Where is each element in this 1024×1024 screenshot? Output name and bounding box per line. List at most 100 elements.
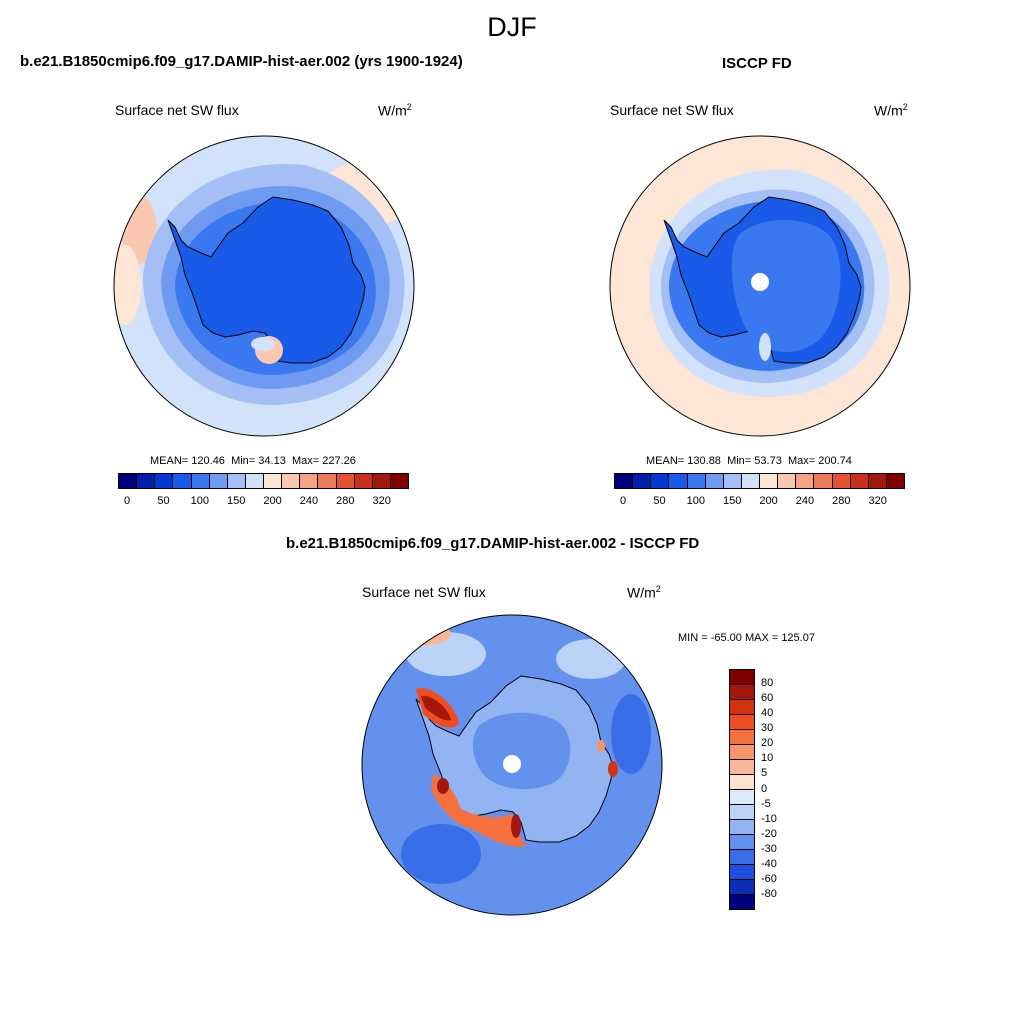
colorbar-swatch <box>730 820 754 835</box>
colorbar-swatch <box>282 474 301 488</box>
obs-units-label: W/m2 <box>874 102 908 119</box>
colorbar-tick-label: 0 <box>124 495 131 507</box>
colorbar-swatch <box>832 474 851 488</box>
colorbar-swatch <box>173 474 192 488</box>
colorbar-swatch <box>730 685 754 700</box>
figure-title: DJF <box>487 12 537 42</box>
colorbar-swatch <box>730 835 754 850</box>
colorbar-swatch <box>227 474 246 488</box>
colorbar-swatch <box>669 474 688 488</box>
model-variable-label: Surface net SW flux <box>115 102 239 118</box>
colorbar-swatch <box>850 474 869 488</box>
colorbar-tick-label: 320 <box>868 495 887 507</box>
colorbar-swatch <box>886 474 904 488</box>
colorbar-tick-label: -5 <box>761 797 771 810</box>
colorbar-tick-label: 5 <box>761 767 768 780</box>
colorbar-tick-label: 40 <box>761 707 774 720</box>
colorbar-tick-label: 200 <box>263 495 282 507</box>
colorbar-swatch <box>778 474 797 488</box>
obs-colorbar <box>614 473 905 489</box>
colorbar-swatch <box>730 850 754 865</box>
colorbar-swatch <box>814 474 833 488</box>
colorbar-swatch <box>730 700 754 715</box>
colorbar-tick-label: 30 <box>761 722 774 735</box>
antarctica-coastline <box>167 196 366 364</box>
colorbar-tick-label: 50 <box>157 495 170 507</box>
model-stats: MEAN= 120.46 Min= 34.13 Max= 227.26 <box>150 455 356 467</box>
colorbar-swatch <box>730 775 754 790</box>
colorbar-tick-label: 150 <box>723 495 742 507</box>
colorbar-tick-label: 80 <box>761 677 774 690</box>
colorbar-tick-label: 200 <box>759 495 778 507</box>
colorbar-swatch <box>705 474 724 488</box>
colorbar-swatch <box>730 760 754 775</box>
colorbar-tick-label: 0 <box>620 495 627 507</box>
model-colorbar-ticks: 0 50 100 150 200 240 280 320 <box>118 495 409 509</box>
colorbar-tick-label: 280 <box>336 495 355 507</box>
colorbar-tick-label: 0 <box>761 782 768 795</box>
colorbar-swatch <box>730 730 754 745</box>
obs-variable-label: Surface net SW flux <box>610 102 734 118</box>
colorbar-tick-label: -60 <box>761 872 777 885</box>
colorbar-swatch <box>318 474 337 488</box>
colorbar-tick-label: 100 <box>686 495 706 507</box>
colorbar-swatch <box>760 474 779 488</box>
colorbar-swatch <box>209 474 228 488</box>
colorbar-swatch <box>730 745 754 760</box>
colorbar-swatch <box>687 474 706 488</box>
colorbar-swatch <box>868 474 887 488</box>
colorbar-tick-label: -20 <box>761 827 777 840</box>
colorbar-swatch <box>651 474 670 488</box>
colorbar-tick-label: -30 <box>761 842 777 855</box>
colorbar-swatch <box>796 474 815 488</box>
diff-colorbar <box>729 669 755 910</box>
colorbar-swatch <box>119 474 138 488</box>
obs-panel-title: ISCCP FD <box>722 55 792 72</box>
diff-polar-map <box>361 614 663 916</box>
diff-colorbar-ticks: 80 60 40 30 20 10 5 0 -5 -10 -20 -30 -40 -60 -80 <box>761 669 801 910</box>
colorbar-swatch <box>730 670 754 685</box>
colorbar-swatch <box>741 474 760 488</box>
colorbar-tick-label: 50 <box>653 495 666 507</box>
colorbar-swatch <box>633 474 652 488</box>
obs-polar-map <box>609 135 911 437</box>
colorbar-tick-label: 150 <box>227 495 246 507</box>
diff-minmax: MIN = -65.00 MAX = 125.07 <box>678 632 815 644</box>
colorbar-swatch <box>372 474 391 488</box>
model-panel-title: b.e21.B1850cmip6.f09_g17.DAMIP-hist-aer.… <box>20 53 463 70</box>
colorbar-swatch <box>730 865 754 880</box>
diff-units-label: W/m2 <box>627 584 661 601</box>
colorbar-swatch <box>723 474 742 488</box>
diff-panel-title: b.e21.B1850cmip6.f09_g17.DAMIP-hist-aer.… <box>286 535 700 552</box>
colorbar-swatch <box>615 474 634 488</box>
colorbar-swatch <box>730 790 754 805</box>
colorbar-tick-label: -40 <box>761 857 777 870</box>
colorbar-swatch <box>137 474 156 488</box>
diff-variable-label: Surface net SW flux <box>362 584 486 600</box>
colorbar-swatch <box>300 474 319 488</box>
model-polar-map <box>113 135 415 437</box>
colorbar-tick-label: -10 <box>761 812 777 825</box>
colorbar-swatch <box>390 474 408 488</box>
colorbar-tick-label: 10 <box>761 752 774 765</box>
colorbar-swatch <box>730 805 754 820</box>
colorbar-swatch <box>245 474 264 488</box>
colorbar-swatch <box>155 474 174 488</box>
obs-stats: MEAN= 130.88 Min= 53.73 Max= 200.74 <box>646 455 852 467</box>
obs-colorbar-ticks: 0 50 100 150 200 240 280 320 <box>614 495 905 509</box>
colorbar-swatch <box>336 474 355 488</box>
model-colorbar <box>118 473 409 489</box>
colorbar-tick-label: 100 <box>190 495 210 507</box>
colorbar-swatch <box>730 880 754 895</box>
colorbar-tick-label: 240 <box>795 495 815 507</box>
colorbar-swatch <box>264 474 283 488</box>
colorbar-tick-label: 240 <box>299 495 319 507</box>
colorbar-tick-label: 320 <box>372 495 391 507</box>
colorbar-tick-label: 60 <box>761 692 774 705</box>
colorbar-swatch <box>354 474 373 488</box>
colorbar-tick-label: -80 <box>761 887 777 900</box>
colorbar-swatch <box>730 895 754 909</box>
model-units-label: W/m2 <box>378 102 412 119</box>
colorbar-swatch <box>730 715 754 730</box>
colorbar-tick-label: 20 <box>761 737 774 750</box>
